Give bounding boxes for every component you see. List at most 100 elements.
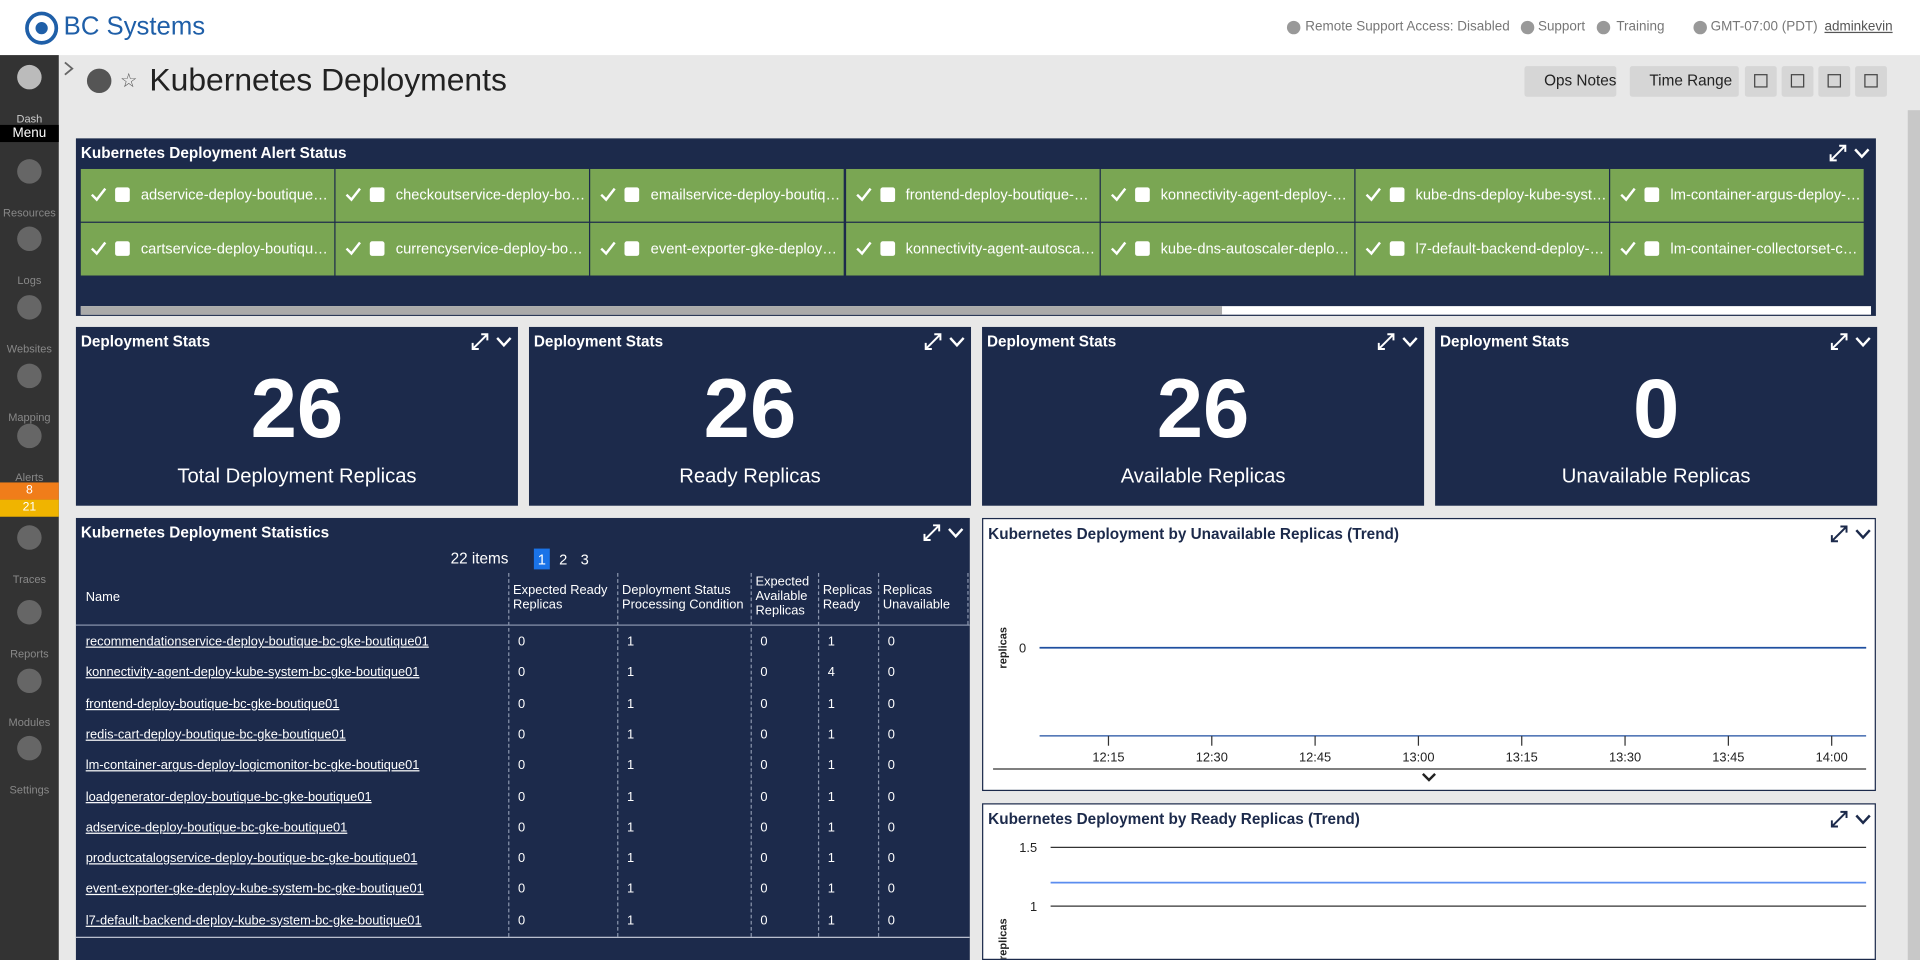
- alert-count[interactable]: 21: [22, 500, 37, 515]
- page-number[interactable]: 2: [559, 551, 568, 569]
- column-header[interactable]: Expected Ready Replicas: [513, 582, 608, 613]
- stat-value: 0: [1632, 362, 1680, 456]
- alert-tile[interactable]: konnectivity-agent-deploy-…: [1100, 168, 1355, 222]
- panel-title: Deployment Stats: [986, 333, 1117, 351]
- column-header[interactable]: Deployment Status Processing Condition: [622, 582, 744, 613]
- alert-tile[interactable]: currencyservice-deploy-bo…: [335, 222, 590, 276]
- scroll-thumb[interactable]: [80, 306, 1223, 315]
- page-number[interactable]: 1: [537, 551, 546, 569]
- icon-button[interactable]: [1818, 66, 1851, 97]
- nav-item[interactable]: Reports: [10, 647, 49, 660]
- tile-icons: [1620, 187, 1660, 203]
- alert-tile[interactable]: lm-container-argus-deploy-…: [1610, 168, 1864, 222]
- favorite-star[interactable]: ☆: [120, 71, 138, 92]
- server-icon: [879, 187, 895, 203]
- logo-core: [35, 22, 48, 35]
- header-rule: [75, 624, 970, 626]
- expand-icon: [1377, 333, 1395, 350]
- column-header[interactable]: Expected Available Replicas: [755, 574, 810, 619]
- nav-icon: [17, 64, 42, 90]
- column-divider: [750, 573, 752, 937]
- cell: 0: [887, 634, 895, 649]
- row-link[interactable]: frontend-deploy-boutique-bc-gke-boutique…: [85, 696, 340, 711]
- cell: 0: [517, 851, 526, 866]
- trend-panel: Kubernetes Deployment by Unavailable Rep…: [982, 517, 1876, 792]
- stat-panel: Deployment Stats 26 Total Deployment Repli…: [75, 326, 518, 506]
- header-support[interactable]: Support: [1537, 19, 1586, 35]
- row-link[interactable]: loadgenerator-deploy-boutique-bc-gke-bou…: [85, 789, 372, 804]
- nav-item[interactable]: Logs: [17, 274, 42, 287]
- nav-item[interactable]: Traces: [12, 573, 47, 586]
- cell: 0: [760, 727, 768, 742]
- menu-label[interactable]: Menu: [12, 126, 47, 141]
- cell: 0: [887, 727, 895, 742]
- row-link[interactable]: recommendationservice-deploy-boutique-bc…: [85, 634, 429, 649]
- trend-chart: replicas 1.5 1 0.5: [998, 840, 1867, 959]
- page-link[interactable]: 1: [533, 548, 550, 570]
- tile-icons: [600, 187, 640, 203]
- row-link[interactable]: productcatalogservice-deploy-boutique-bc…: [85, 851, 418, 866]
- row-link[interactable]: adservice-deploy-boutique-bc-gke-boutiqu…: [85, 820, 348, 835]
- nav-item[interactable]: Settings: [9, 783, 50, 796]
- alert-badge: 8: [0, 482, 59, 500]
- cell: 0: [887, 696, 895, 711]
- icon-shape: [64, 61, 74, 76]
- alert-tile[interactable]: kube-dns-deploy-kube-syst…: [1355, 168, 1609, 222]
- column-header[interactable]: Replicas Unavailable: [882, 582, 951, 613]
- alert-tile[interactable]: adservice-deploy-boutique…: [80, 168, 335, 222]
- nav-item[interactable]: Mapping: [8, 411, 51, 424]
- row-link[interactable]: event-exporter-gke-deploy-kube-system-bc…: [85, 882, 424, 897]
- icon-shape: [1286, 20, 1301, 35]
- alert-tile[interactable]: l7-default-backend-deploy-…: [1355, 222, 1609, 276]
- nav-item[interactable]: Alerts: [15, 471, 44, 484]
- page-link[interactable]: 2: [555, 549, 571, 570]
- alert-tile[interactable]: event-exporter-gke-deploy…: [590, 222, 845, 276]
- alert-tile[interactable]: kube-dns-autoscaler-deplo…: [1100, 222, 1355, 276]
- column-header[interactable]: Replicas Ready: [822, 582, 873, 613]
- nav-item[interactable]: Dash: [16, 112, 43, 125]
- cell: 0: [760, 882, 768, 897]
- alert-tile[interactable]: lm-container-collectorset-c…: [1610, 222, 1864, 276]
- check-icon: [1110, 187, 1127, 202]
- stat-label: Ready Replicas: [679, 465, 821, 488]
- button-label[interactable]: Time Range: [1649, 72, 1733, 90]
- server-icon: [624, 187, 640, 203]
- nav-item[interactable]: Websites: [6, 342, 52, 356]
- header-icon: [1596, 20, 1611, 35]
- icon-button[interactable]: [1781, 66, 1814, 97]
- cell: 0: [760, 820, 768, 835]
- row-link[interactable]: l7-default-backend-deploy-kube-system-bc…: [85, 913, 422, 928]
- icon-button[interactable]: [1744, 66, 1777, 97]
- button-label[interactable]: Ops Notes: [1544, 72, 1617, 90]
- alert-tile[interactable]: cartservice-deploy-boutiqu…: [80, 222, 335, 276]
- toolbar-button[interactable]: Time Range: [1629, 66, 1739, 97]
- icon-shape: [17, 159, 42, 184]
- icon-shape: [86, 68, 112, 94]
- collapse-icon: [1854, 148, 1870, 159]
- alert-tile[interactable]: konnectivity-agent-autosca…: [845, 222, 1100, 276]
- header-timezone[interactable]: GMT-07:00 (PDT): [1710, 19, 1818, 35]
- row-link[interactable]: konnectivity-agent-deploy-kube-system-bc…: [85, 665, 420, 680]
- icon-shape: [1693, 20, 1707, 35]
- nav-item[interactable]: Resources: [3, 206, 56, 220]
- page-number[interactable]: 3: [580, 551, 589, 569]
- row-link[interactable]: redis-cart-deploy-boutique-bc-gke-boutiq…: [85, 727, 346, 742]
- column-header[interactable]: Name: [85, 590, 121, 605]
- cell: 1: [626, 727, 635, 742]
- menu-bar: Menu: [0, 124, 59, 143]
- user-menu[interactable]: adminkevin: [1824, 19, 1893, 35]
- icon-button[interactable]: [1855, 66, 1887, 97]
- alert-tile[interactable]: checkoutservice-deploy-bo…: [335, 168, 590, 222]
- alert-tile[interactable]: emailservice-deploy-boutiq…: [590, 168, 845, 222]
- collapse-icon: [949, 337, 965, 348]
- toolbar-button[interactable]: Ops Notes: [1524, 66, 1616, 97]
- expand-icon: [1830, 333, 1848, 350]
- header-training[interactable]: Training: [1616, 19, 1665, 35]
- alert-count[interactable]: 8: [25, 483, 33, 498]
- nav-item[interactable]: Modules: [8, 716, 51, 729]
- page-link[interactable]: 3: [577, 549, 593, 570]
- panel-title: Kubernetes Deployment by Unavailable Rep…: [988, 525, 1399, 543]
- alert-tile-label: lm-container-argus-deploy-…: [1670, 186, 1861, 204]
- row-link[interactable]: lm-container-argus-deploy-logicmonitor-b…: [85, 758, 420, 773]
- alert-tile[interactable]: frontend-deploy-boutique-…: [845, 168, 1100, 222]
